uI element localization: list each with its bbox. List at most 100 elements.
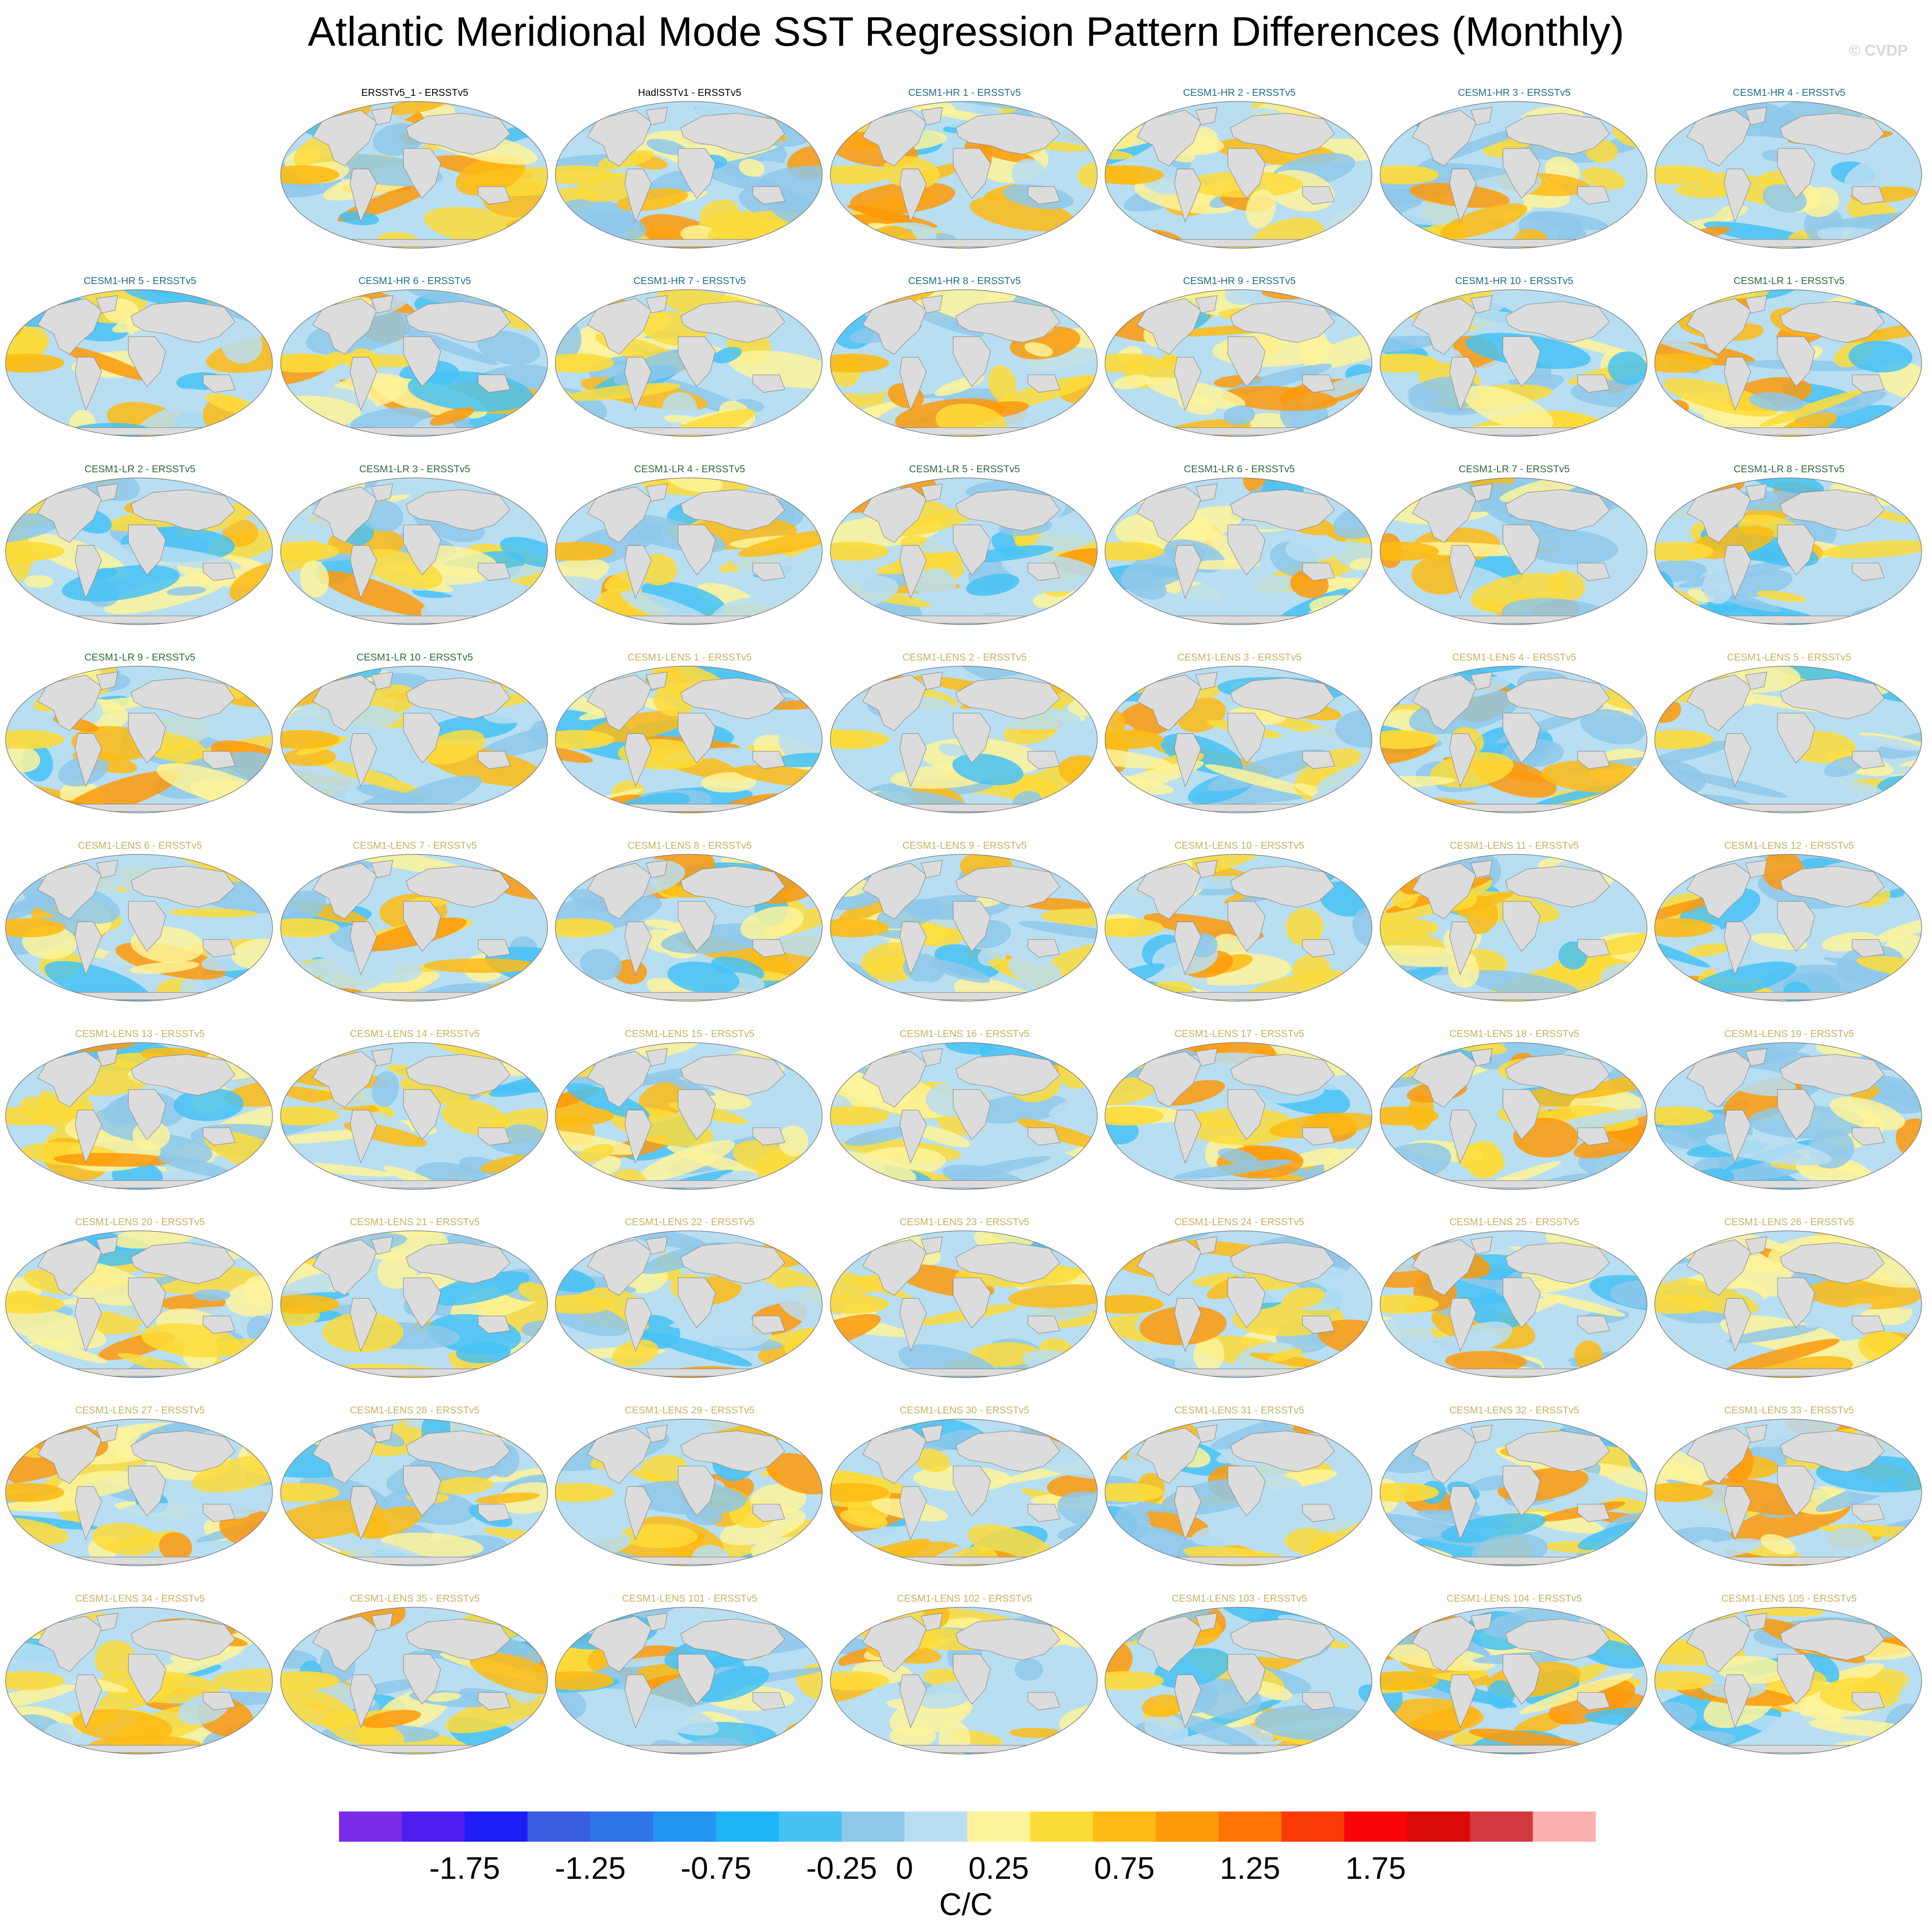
global-sst-map [1654, 1230, 1922, 1378]
panel-title: CESM1-HR 1 - ERSSTv5 [908, 87, 1021, 98]
map-panel: CESM1-HR 5 - ERSSTv5 [3, 275, 277, 460]
panel-title: CESM1-LENS 7 - ERSSTv5 [352, 840, 477, 851]
global-sst-map [1379, 1419, 1647, 1566]
colorbar-tick-label: -1.75 [429, 1851, 500, 1886]
colorbar-swatch [967, 1811, 1030, 1842]
global-sst-map [1105, 1419, 1372, 1566]
panel-title: CESM1-LENS 1 - ERSSTv5 [627, 651, 752, 663]
global-sst-map [1654, 101, 1922, 249]
global-sst-map [830, 1607, 1098, 1754]
panel-title: CESM1-LR 5 - ERSSTv5 [909, 463, 1020, 474]
colorbar-swatch [779, 1811, 842, 1842]
colorbar-swatch [1407, 1811, 1470, 1842]
colorbar-swatch [1219, 1811, 1282, 1842]
panel-title: CESM1-LENS 25 - ERSSTv5 [1449, 1216, 1579, 1227]
map-panel: CESM1-LENS 3 - ERSSTv5 [1102, 651, 1377, 837]
global-sst-map [1654, 1419, 1922, 1566]
colorbar-swatch [1281, 1811, 1345, 1842]
map-panel: CESM1-LENS 5 - ERSSTv5 [1652, 651, 1926, 837]
cvdp-credit: © CVDP [1849, 41, 1908, 59]
global-sst-map [1105, 854, 1372, 1002]
global-sst-map [1379, 1607, 1647, 1754]
global-sst-map [5, 666, 273, 813]
panel-title: CESM1-LENS 33 - ERSSTv5 [1724, 1404, 1854, 1416]
panel-title: CESM1-LENS 19 - ERSSTv5 [1724, 1028, 1854, 1039]
colorbar-swatch [653, 1811, 716, 1842]
map-panel: CESM1-LENS 25 - ERSSTv5 [1377, 1216, 1652, 1401]
map-panel: CESM1-LENS 104 - ERSSTv5 [1377, 1592, 1652, 1778]
map-panel: CESM1-LENS 6 - ERSSTv5 [3, 839, 277, 1025]
panel-title: CESM1-LENS 9 - ERSSTv5 [902, 840, 1027, 851]
map-panel: CESM1-LENS 26 - ERSSTv5 [1652, 1216, 1926, 1401]
panel-title: CESM1-LENS 4 - ERSSTv5 [1452, 651, 1577, 663]
map-panel: CESM1-LENS 105 - ERSSTv5 [1652, 1592, 1926, 1778]
panel-title: CESM1-LR 4 - ERSSTv5 [634, 463, 745, 474]
global-sst-map [280, 289, 548, 437]
colorbar: -1.75 -1.25 -0.75 -0.25 0 0.25 0.75 1.25 1.75 C/… [0, 1805, 1932, 1922]
panel-title: CESM1-LENS 16 - ERSSTv5 [899, 1028, 1029, 1039]
panel-title: CESM1-LENS 6 - ERSSTv5 [78, 840, 202, 851]
map-panel: CESM1-LENS 12 - ERSSTv5 [1652, 839, 1926, 1025]
map-panel: CESM1-LENS 27 - ERSSTv5 [3, 1404, 277, 1590]
colorbar-tick-label: 1.25 [1220, 1851, 1280, 1886]
map-panel: CESM1-LENS 20 - ERSSTv5 [3, 1216, 277, 1401]
panel-title: CESM1-LENS 103 - ERSSTv5 [1172, 1593, 1307, 1604]
colorbar-swatch [716, 1811, 779, 1842]
map-panel: CESM1-LR 4 - ERSSTv5 [552, 463, 827, 648]
panel-title: CESM1-LR 8 - ERSSTv5 [1733, 463, 1845, 474]
map-panel: CESM1-LENS 16 - ERSSTv5 [827, 1027, 1102, 1213]
global-sst-map [1105, 477, 1372, 625]
colorbar-swatch [1156, 1811, 1219, 1842]
panel-title: CESM1-LENS 28 - ERSSTv5 [350, 1404, 480, 1416]
global-sst-map [1379, 101, 1647, 249]
global-sst-map [1105, 1607, 1372, 1754]
panel-title: CESM1-LENS 102 - ERSSTv5 [896, 1593, 1033, 1604]
map-panel: CESM1-LENS 18 - ERSSTv5 [1377, 1027, 1652, 1213]
panel-title: CESM1-LENS 27 - ERSSTv5 [75, 1404, 205, 1416]
panel-title: CESM1-LENS 10 - ERSSTv5 [1174, 840, 1305, 851]
map-panel: ERSSTv5_1 - ERSSTv5 [278, 86, 552, 272]
global-sst-map [5, 1607, 273, 1754]
panel-title: CESM1-LENS 11 - ERSSTv5 [1450, 840, 1579, 851]
global-sst-map [1654, 477, 1922, 625]
panel-title: CESM1-LENS 3 - ERSSTv5 [1177, 651, 1302, 663]
global-sst-map [830, 1419, 1098, 1566]
global-sst-map [1105, 1042, 1372, 1190]
panel-title: CESM1-LENS 23 - ERSSTv5 [899, 1216, 1029, 1227]
map-panel: CESM1-LENS 24 - ERSSTv5 [1102, 1216, 1377, 1401]
panel-title: CESM1-HR 4 - ERSSTv5 [1732, 87, 1846, 98]
global-sst-map [1379, 854, 1647, 1002]
map-panel: CESM1-LENS 4 - ERSSTv5 [1377, 651, 1652, 837]
map-panel: CESM1-LENS 29 - ERSSTv5 [552, 1404, 827, 1590]
panel-title: CESM1-HR 5 - ERSSTv5 [83, 275, 196, 286]
map-panel: CESM1-LENS 2 - ERSSTv5 [827, 651, 1102, 837]
panel-title: CESM1-LENS 14 - ERSSTv5 [350, 1028, 480, 1039]
colorbar-tick-label: -1.25 [555, 1851, 626, 1886]
panel-title: CESM1-LENS 13 - ERSSTv5 [75, 1028, 205, 1039]
global-sst-map [555, 1607, 823, 1754]
colorbar-swatch [1344, 1811, 1407, 1842]
map-panel: CESM1-LENS 30 - ERSSTv5 [827, 1404, 1102, 1590]
map-panel: CESM1-LR 10 - ERSSTv5 [278, 651, 552, 837]
colorbar-swatch [590, 1811, 653, 1842]
map-panel: CESM1-HR 10 - ERSSTv5 [1377, 275, 1652, 460]
map-panel: CESM1-LR 1 - ERSSTv5 [1652, 275, 1926, 460]
map-panel: CESM1-LENS 14 - ERSSTv5 [278, 1027, 552, 1213]
map-panel: CESM1-LENS 10 - ERSSTv5 [1102, 839, 1377, 1025]
chart-title: Atlantic Meridional Mode SST Regression … [307, 9, 1625, 55]
global-sst-map [1105, 666, 1372, 813]
global-sst-map [1379, 477, 1647, 625]
panel-title: HadISSTv1 - ERSSTv5 [638, 87, 741, 98]
global-sst-map [280, 101, 548, 249]
global-sst-map [1654, 854, 1922, 1002]
global-sst-map [830, 101, 1098, 249]
map-panel: CESM1-LENS 17 - ERSSTv5 [1102, 1027, 1377, 1213]
colorbar-tick-label: 1.75 [1346, 1851, 1406, 1886]
colorbar-swatch [1030, 1811, 1093, 1842]
panel-title: CESM1-LR 1 - ERSSTv5 [1733, 275, 1845, 286]
global-sst-map [280, 477, 548, 625]
panel-title: CESM1-LR 9 - ERSSTv5 [84, 651, 196, 663]
panel-title: CESM1-LR 6 - ERSSTv5 [1184, 463, 1295, 474]
colorbar-swatch [842, 1811, 905, 1842]
panel-title: CESM1-LENS 15 - ERSSTv5 [624, 1028, 755, 1039]
